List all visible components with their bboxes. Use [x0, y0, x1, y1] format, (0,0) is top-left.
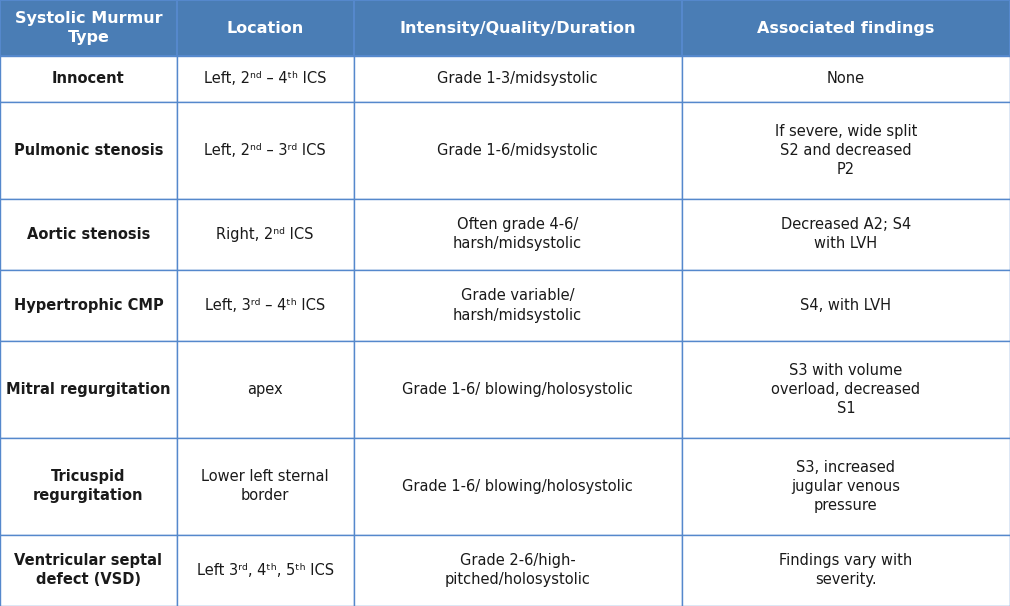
Text: Grade 1-6/midsystolic: Grade 1-6/midsystolic	[437, 143, 598, 158]
Text: Left 3ʳᵈ, 4ᵗʰ, 5ᵗʰ ICS: Left 3ʳᵈ, 4ᵗʰ, 5ᵗʰ ICS	[197, 563, 333, 578]
Bar	[354, 199, 682, 270]
Text: Often grade 4-6/
harsh/midsystolic: Often grade 4-6/ harsh/midsystolic	[453, 217, 582, 251]
Text: Innocent: Innocent	[52, 72, 125, 87]
Text: Grade 1-3/midsystolic: Grade 1-3/midsystolic	[437, 72, 598, 87]
Text: Grade 1-6/ blowing/holosystolic: Grade 1-6/ blowing/holosystolic	[402, 479, 633, 494]
Bar	[177, 102, 354, 199]
Text: None: None	[827, 72, 865, 87]
Bar	[354, 270, 682, 341]
Bar	[682, 534, 1010, 606]
Text: Aortic stenosis: Aortic stenosis	[26, 227, 150, 242]
Bar	[682, 341, 1010, 438]
Bar	[354, 438, 682, 534]
Bar	[177, 270, 354, 341]
Text: Lower left sternal
border: Lower left sternal border	[201, 469, 329, 504]
Bar	[354, 341, 682, 438]
Bar	[177, 199, 354, 270]
Text: Pulmonic stenosis: Pulmonic stenosis	[13, 143, 164, 158]
Text: Tricuspid
regurgitation: Tricuspid regurgitation	[33, 469, 143, 504]
Bar	[354, 102, 682, 199]
Bar	[177, 438, 354, 534]
Bar	[682, 270, 1010, 341]
Bar	[0, 534, 177, 606]
Bar	[0, 102, 177, 199]
Text: Grade 1-6/ blowing/holosystolic: Grade 1-6/ blowing/holosystolic	[402, 382, 633, 397]
Bar	[177, 534, 354, 606]
Bar	[354, 534, 682, 606]
Text: apex: apex	[247, 382, 283, 397]
Text: Left, 3ʳᵈ – 4ᵗʰ ICS: Left, 3ʳᵈ – 4ᵗʰ ICS	[205, 298, 325, 313]
Bar	[177, 56, 354, 102]
Bar	[682, 56, 1010, 102]
Text: If severe, wide split
S2 and decreased
P2: If severe, wide split S2 and decreased P…	[775, 124, 917, 177]
Bar	[177, 341, 354, 438]
Text: Left, 2ⁿᵈ – 3ʳᵈ ICS: Left, 2ⁿᵈ – 3ʳᵈ ICS	[204, 143, 326, 158]
Bar	[0, 199, 177, 270]
Bar	[682, 199, 1010, 270]
Bar	[354, 0, 682, 56]
Bar	[0, 0, 177, 56]
Bar	[0, 341, 177, 438]
Bar	[682, 102, 1010, 199]
Text: Right, 2ⁿᵈ ICS: Right, 2ⁿᵈ ICS	[216, 227, 314, 242]
Text: Hypertrophic CMP: Hypertrophic CMP	[13, 298, 164, 313]
Bar	[354, 56, 682, 102]
Text: Location: Location	[226, 21, 304, 36]
Text: S3, increased
jugular venous
pressure: S3, increased jugular venous pressure	[792, 459, 900, 513]
Bar	[0, 270, 177, 341]
Text: S3 with volume
overload, decreased
S1: S3 with volume overload, decreased S1	[772, 363, 920, 416]
Text: Mitral regurgitation: Mitral regurgitation	[6, 382, 171, 397]
Bar	[0, 438, 177, 534]
Bar	[0, 56, 177, 102]
Text: Associated findings: Associated findings	[758, 21, 934, 36]
Bar	[682, 438, 1010, 534]
Text: Systolic Murmur
Type: Systolic Murmur Type	[14, 11, 163, 45]
Text: S4, with LVH: S4, with LVH	[800, 298, 892, 313]
Text: Intensity/Quality/Duration: Intensity/Quality/Duration	[399, 21, 636, 36]
Text: Grade 2-6/high-
pitched/holosystolic: Grade 2-6/high- pitched/holosystolic	[444, 553, 591, 587]
Text: Findings vary with
severity.: Findings vary with severity.	[780, 553, 912, 587]
Text: Left, 2ⁿᵈ – 4ᵗʰ ICS: Left, 2ⁿᵈ – 4ᵗʰ ICS	[204, 72, 326, 87]
Bar	[177, 0, 354, 56]
Text: Ventricular septal
defect (VSD): Ventricular septal defect (VSD)	[14, 553, 163, 587]
Text: Decreased A2; S4
with LVH: Decreased A2; S4 with LVH	[781, 217, 911, 251]
Bar	[682, 0, 1010, 56]
Text: Grade variable/
harsh/midsystolic: Grade variable/ harsh/midsystolic	[453, 288, 582, 322]
